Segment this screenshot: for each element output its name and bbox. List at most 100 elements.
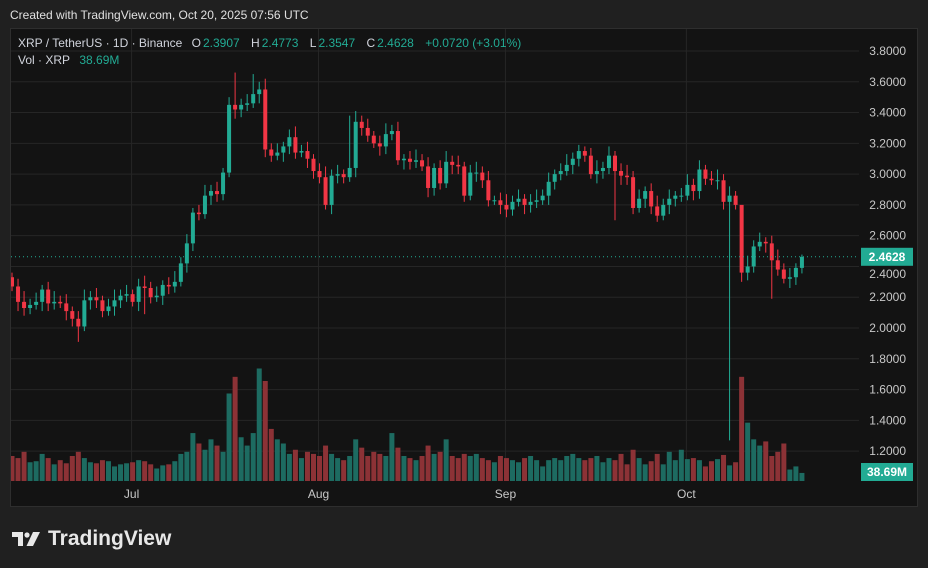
volume-bar <box>21 451 27 481</box>
volume-bar <box>154 468 160 481</box>
chart-panel[interactable]: Jul Aug Sep Oct 3.8000 3.6000 3.4000 3.2000 3.00… <box>10 28 918 507</box>
candle-body <box>619 171 624 176</box>
volume-bar <box>274 439 280 481</box>
volume-bar <box>564 456 570 481</box>
volume-bar <box>624 464 630 481</box>
candle-body <box>588 155 593 175</box>
candle-body <box>287 137 292 147</box>
candle-body <box>697 169 702 192</box>
candle-body <box>190 212 195 244</box>
candle-body <box>377 143 382 147</box>
candle-body <box>516 198 521 202</box>
volume-bar <box>528 456 534 481</box>
candle-body <box>317 171 322 178</box>
candle-body <box>486 180 491 201</box>
volume-bar <box>702 466 708 481</box>
candle-body <box>498 200 503 205</box>
candle-body <box>643 191 648 199</box>
candle-body <box>751 246 756 267</box>
volume-bar <box>27 462 33 481</box>
symbol-title[interactable]: XRP / TetherUS · 1D · Binance <box>18 36 183 50</box>
volume-bar <box>389 433 395 481</box>
candle-body <box>480 172 485 181</box>
volume-bar <box>461 453 467 481</box>
volume-bar <box>136 460 142 481</box>
candle-body <box>528 201 533 205</box>
candle-body <box>793 267 798 278</box>
x-tick-jul: Jul <box>124 487 139 501</box>
candle-body <box>438 167 443 184</box>
volume-bar <box>407 458 413 481</box>
x-tick-sep: Sep <box>495 487 517 501</box>
candle-body <box>625 175 630 178</box>
candle-body <box>613 155 617 172</box>
x-tick-aug: Aug <box>308 487 329 501</box>
volume-bar <box>636 458 642 481</box>
candle-body <box>462 166 467 196</box>
volume-bar <box>745 422 751 481</box>
volume-bar <box>413 460 419 481</box>
volume-bar <box>81 458 87 481</box>
volume-bar <box>769 456 775 481</box>
candle-body <box>293 137 298 153</box>
candle-body <box>118 295 123 301</box>
candle-body <box>184 243 189 264</box>
volume-bar <box>540 466 546 481</box>
volume-label[interactable]: Vol · XRP <box>18 53 71 67</box>
volume-bar <box>781 443 787 481</box>
volume-bar <box>87 462 93 481</box>
candle-body <box>70 311 75 319</box>
high-label: H <box>251 36 260 50</box>
volume-bar <box>654 453 660 481</box>
volume-bar <box>491 462 497 481</box>
volume-bar <box>799 472 805 481</box>
volume-bar <box>672 460 678 481</box>
candle-body <box>727 195 732 202</box>
candle-body <box>540 195 545 201</box>
candle-body <box>649 191 654 207</box>
volume-bar <box>534 460 540 481</box>
candle-body <box>100 300 105 312</box>
candle-body <box>534 200 539 202</box>
candle-body <box>160 284 165 296</box>
volume-bar <box>642 464 648 481</box>
volume-bar <box>329 453 335 481</box>
close-label: C <box>366 36 376 50</box>
candle-body <box>299 151 304 153</box>
candle-body <box>468 172 473 196</box>
candle-body <box>40 289 45 302</box>
candle-body <box>383 134 388 147</box>
candle-body <box>456 164 461 167</box>
volume-bar <box>93 463 99 481</box>
candle-body <box>407 158 412 162</box>
candle-body <box>347 167 352 178</box>
volume-bar <box>347 456 353 481</box>
candle-body <box>606 155 611 168</box>
volume-row: Vol · XRP 38.69M <box>18 52 523 69</box>
volume-bar <box>323 445 329 481</box>
volume-bar <box>763 441 769 481</box>
volume-bar <box>708 461 714 481</box>
price-tick-label: 2.2000 <box>869 290 906 304</box>
volume-bar <box>244 445 250 481</box>
volume-bar <box>485 460 491 481</box>
volume-bar <box>220 451 226 481</box>
candle-body <box>757 241 762 247</box>
candle-body <box>703 169 708 179</box>
volume-bar <box>268 428 274 481</box>
volume-bar <box>341 460 347 481</box>
last-volume-label: 38.69M <box>867 465 907 479</box>
volume-bar <box>160 465 166 481</box>
price-tick-label: 2.6000 <box>869 229 906 243</box>
candle-body <box>739 204 744 273</box>
volume-bar <box>280 443 286 481</box>
volume-bar <box>226 393 232 481</box>
candle-body <box>215 191 220 195</box>
candlestick-chart[interactable]: Jul Aug Sep Oct 3.8000 3.6000 3.4000 3.2000 3.00… <box>11 29 919 508</box>
high-value: 2.4773 <box>261 36 299 50</box>
volume-bar <box>715 459 721 481</box>
candle-body <box>281 146 286 153</box>
volume-bar <box>431 453 437 481</box>
candle-body <box>64 303 69 312</box>
